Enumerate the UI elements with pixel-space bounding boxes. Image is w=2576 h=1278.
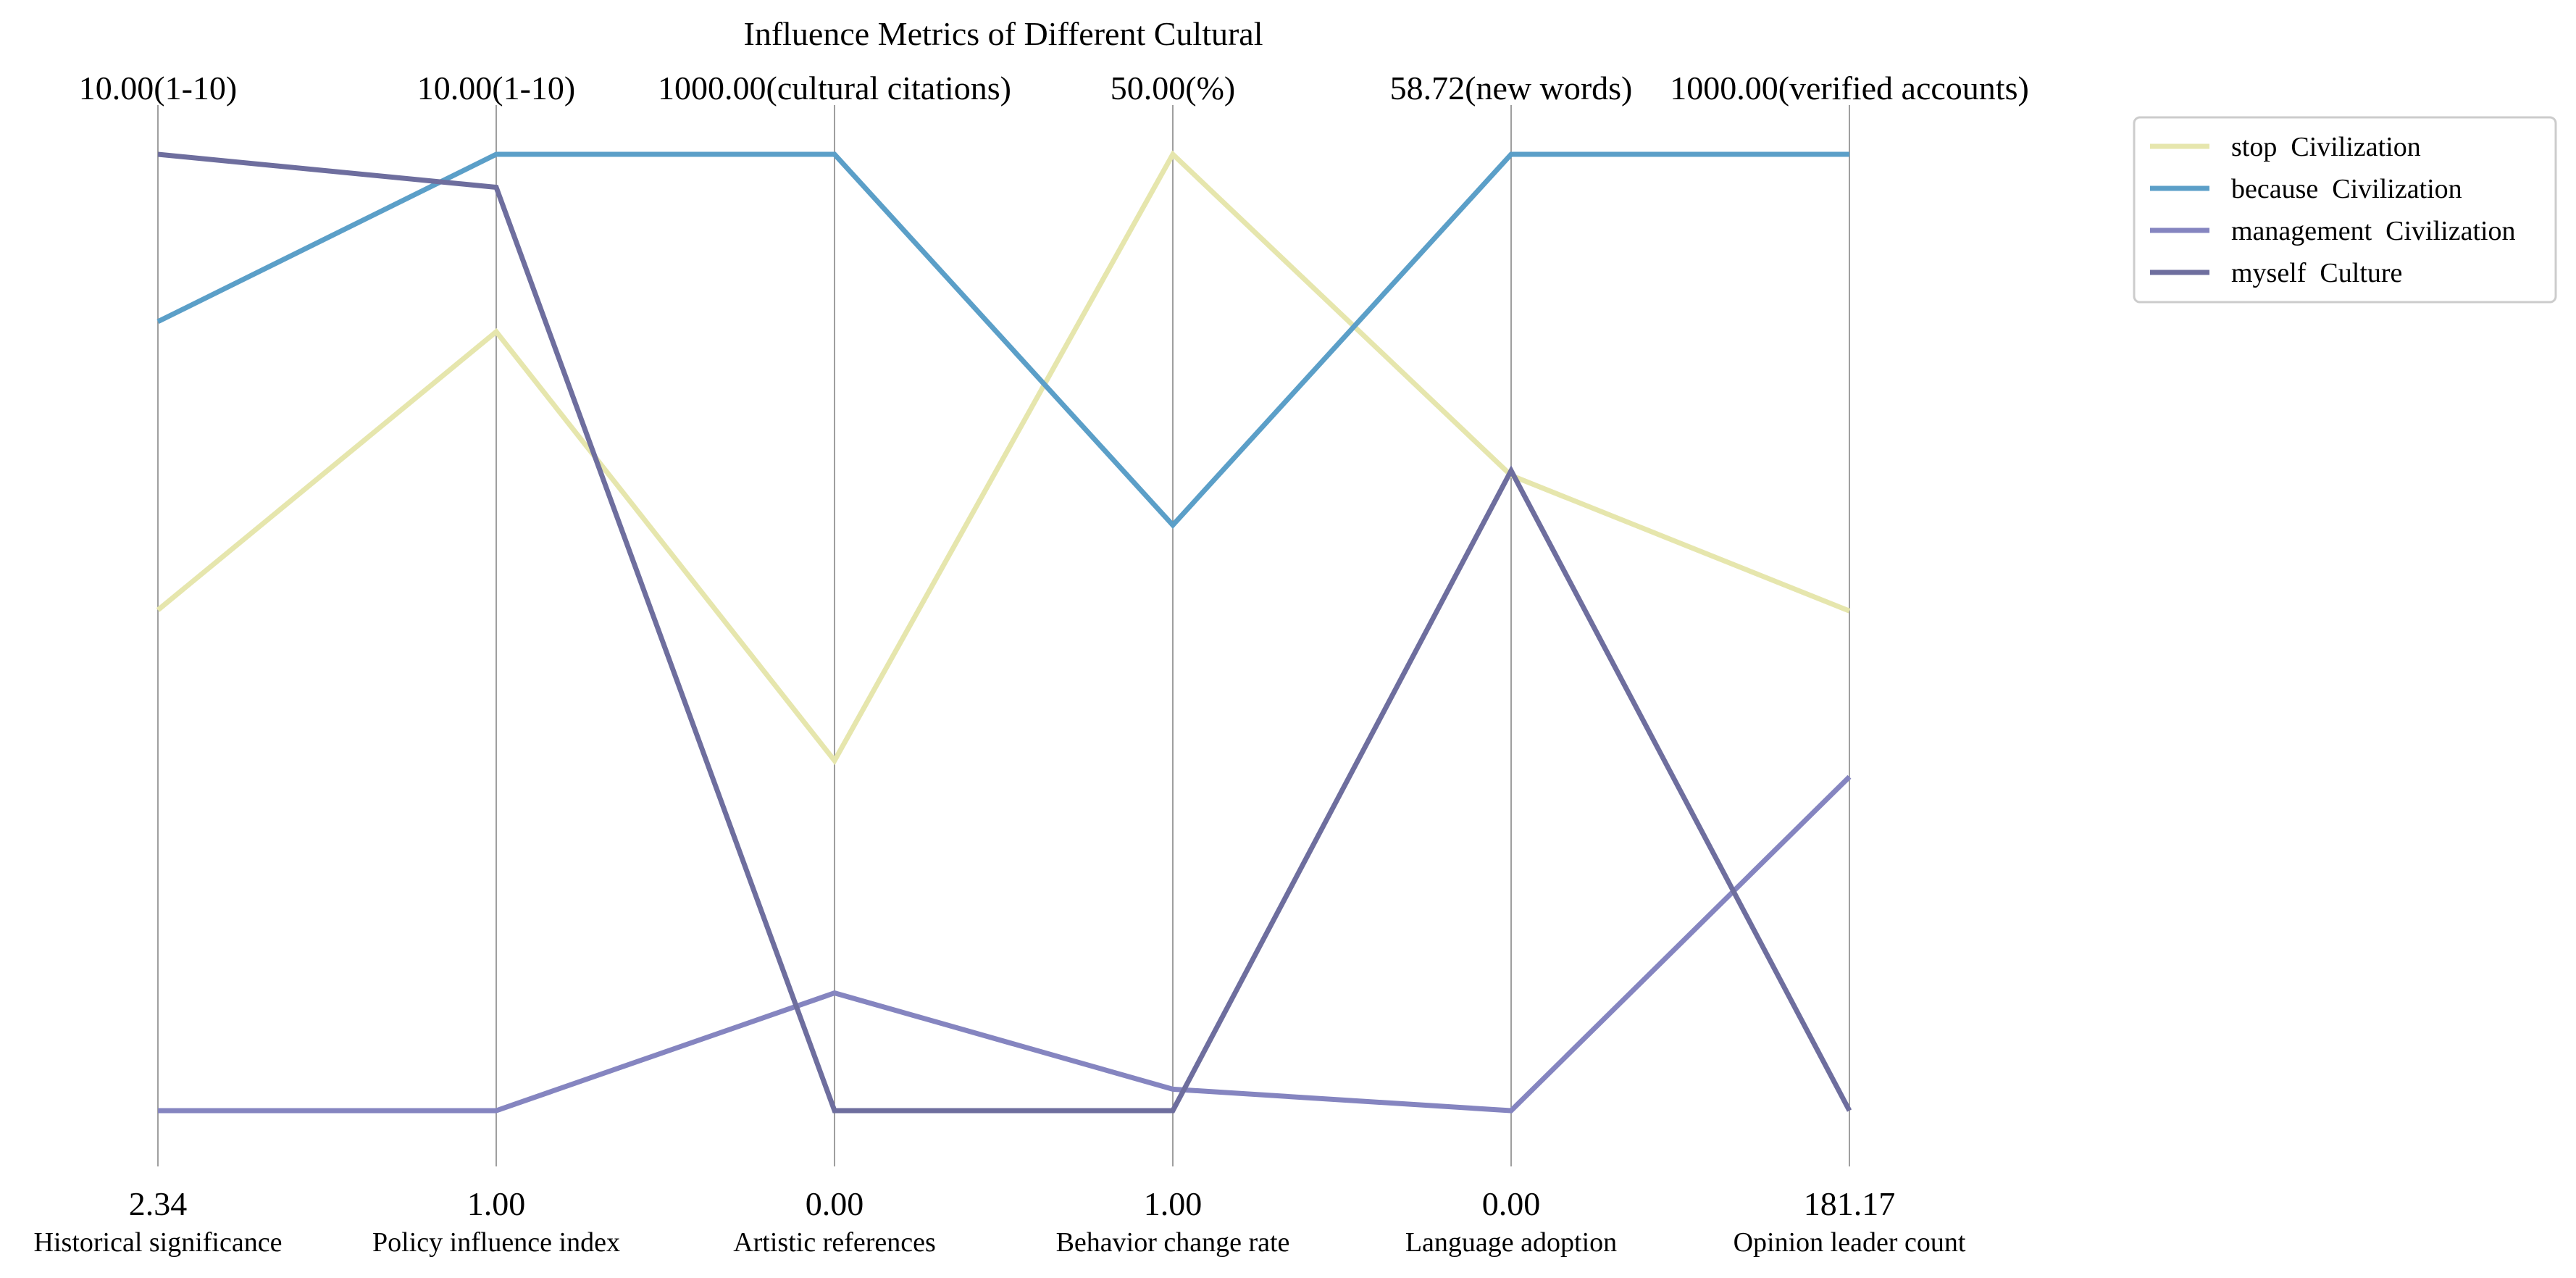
axis-max-label-language-adoption: 58.72(new words) xyxy=(1390,70,1633,106)
series-line-management-civilization xyxy=(158,774,1852,1114)
axis-min-label-artistic-references: 0.00 xyxy=(806,1185,864,1222)
axis-max-label-historical-significance: 10.00(1-10) xyxy=(79,70,237,106)
axis-name-behavior-change-rate: Behavior change rate xyxy=(1056,1227,1290,1258)
axis-max-label-behavior-change-rate: 50.00(%) xyxy=(1111,70,1235,106)
series-line-because-civilization xyxy=(156,151,1849,529)
axis-min-label-behavior-change-rate: 1.00 xyxy=(1144,1185,1203,1222)
axis-name-historical-significance: Historical significance xyxy=(34,1227,283,1258)
axis-min-label-policy-influence-index: 1.00 xyxy=(467,1185,526,1222)
axis-min-label-language-adoption: 0.00 xyxy=(1482,1185,1541,1222)
axis-name-policy-influence-index: Policy influence index xyxy=(372,1227,620,1258)
legend-label-management-civilization: management Civilization xyxy=(2231,216,2516,246)
axis-name-language-adoption: Language adoption xyxy=(1405,1227,1617,1258)
axis-min-label-opinion-leader-count: 181.17 xyxy=(1804,1185,1896,1222)
chart-title: Influence Metrics of Different Cultural xyxy=(744,15,1263,52)
legend-label-myself-culture: myself Culture xyxy=(2231,258,2402,288)
legend-label-because-civilization: because Civilization xyxy=(2231,174,2462,204)
axis-max-label-policy-influence-index: 10.00(1-10) xyxy=(417,70,575,106)
legend-items: stop Civilization because Civilization man… xyxy=(2150,132,2516,288)
axis-name-opinion-leader-count: Opinion leader count xyxy=(1734,1227,1966,1258)
axis-max-label-opinion-leader-count: 1000.00(verified accounts) xyxy=(1670,70,2029,106)
axis-min-label-historical-significance: 2.34 xyxy=(129,1185,188,1222)
legend-box xyxy=(2133,116,2557,304)
legend: stop Civilization because Civilization man… xyxy=(2133,116,2557,304)
series-lines xyxy=(156,150,1852,1114)
series-line-myself-culture xyxy=(157,151,1852,1114)
axis-name-artistic-references: Artistic references xyxy=(733,1227,936,1258)
legend-label-stop-civilization: stop Civilization xyxy=(2231,132,2421,162)
axis-max-label-artistic-references: 1000.00(cultural citations) xyxy=(658,70,1011,106)
series-line-stop-civilization xyxy=(156,150,1851,766)
axes-group: 10.00(1-10) 2.34 Historical significance 10… xyxy=(34,70,2029,1258)
